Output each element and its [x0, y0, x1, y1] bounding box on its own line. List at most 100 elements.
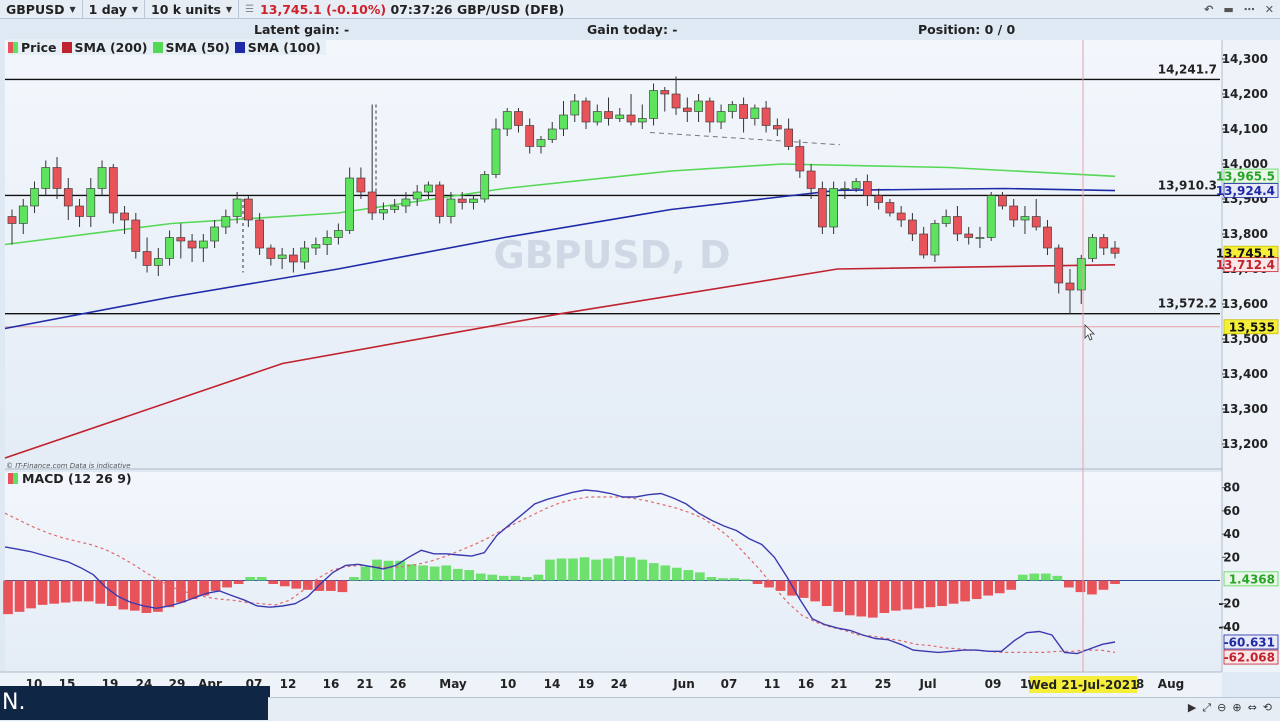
candle-body[interactable] — [52, 167, 62, 189]
candle-body[interactable] — [941, 216, 951, 224]
candle-body[interactable] — [559, 114, 568, 130]
sma200-line[interactable] — [4, 264, 1116, 459]
legend-item-sma100[interactable]: SMA (100) — [234, 40, 321, 55]
candle-body[interactable] — [851, 181, 861, 189]
candle-body[interactable] — [142, 251, 152, 266]
candle-body[interactable] — [649, 90, 658, 119]
candle-body[interactable] — [97, 167, 107, 189]
candle-body[interactable] — [356, 177, 366, 193]
candle-body[interactable] — [480, 174, 490, 200]
candle-body[interactable] — [41, 167, 51, 189]
candle-body[interactable] — [165, 237, 174, 259]
candle-body[interactable] — [1076, 258, 1086, 291]
candle-body[interactable] — [795, 146, 805, 172]
candle-body[interactable] — [626, 114, 636, 123]
candle-body[interactable] — [198, 240, 208, 249]
candle-body[interactable] — [300, 247, 309, 263]
candle-body[interactable] — [75, 205, 84, 217]
candle-body[interactable] — [379, 209, 388, 214]
candle-body[interactable] — [896, 212, 906, 221]
candle-body[interactable] — [86, 188, 96, 217]
candle-body[interactable] — [30, 188, 39, 207]
candle-body[interactable] — [120, 212, 129, 221]
candle-body[interactable] — [998, 195, 1007, 207]
zoom-in-icon[interactable]: ⊕ — [1232, 701, 1242, 714]
candle-body[interactable] — [255, 219, 264, 249]
candle-body[interactable] — [716, 111, 726, 123]
candle-body[interactable] — [1088, 237, 1097, 259]
candle-body[interactable] — [244, 198, 253, 221]
candle-body[interactable] — [446, 198, 456, 217]
candle-body[interactable] — [750, 107, 760, 119]
candle-body[interactable] — [390, 205, 400, 210]
reset-icon[interactable]: ⟲ — [1262, 701, 1272, 714]
candle-body[interactable] — [7, 216, 17, 224]
candle-body[interactable] — [671, 93, 681, 109]
candle-body[interactable] — [502, 111, 512, 130]
candle-body[interactable] — [604, 111, 613, 119]
minimize-icon[interactable]: ▬ — [1223, 2, 1234, 16]
sma50-line[interactable] — [4, 163, 1116, 246]
candle-body[interactable] — [1099, 237, 1109, 249]
candle-body[interactable] — [975, 237, 985, 239]
candle-body[interactable] — [210, 226, 219, 242]
candle-body[interactable] — [311, 244, 321, 249]
candle-body[interactable] — [953, 216, 962, 235]
candle-body[interactable] — [705, 100, 715, 123]
candle-body[interactable] — [266, 247, 276, 259]
candle-body[interactable] — [547, 128, 557, 140]
candle-body[interactable] — [412, 191, 422, 200]
candle-body[interactable] — [986, 195, 996, 238]
candle-body[interactable] — [637, 118, 647, 123]
candle-body[interactable] — [457, 198, 467, 203]
candle-body[interactable] — [153, 258, 163, 266]
close-icon[interactable]: ✕ — [1264, 2, 1274, 16]
candle-body[interactable] — [1020, 216, 1030, 221]
candle-body[interactable] — [187, 240, 197, 249]
candle-body[interactable] — [1065, 282, 1075, 291]
candle-body[interactable] — [322, 237, 332, 245]
zoom-fit-icon[interactable]: ⤢ — [1202, 701, 1212, 714]
timeframe-dropdown[interactable]: 1 day ▼ — [83, 0, 145, 18]
candle-body[interactable] — [401, 198, 411, 207]
candle-body[interactable] — [660, 90, 670, 95]
size-dropdown[interactable]: 10 k units ▼ — [145, 0, 240, 18]
candle-body[interactable] — [367, 191, 377, 214]
candle-body[interactable] — [772, 125, 782, 130]
candle-body[interactable] — [806, 170, 816, 189]
candle-body[interactable] — [63, 188, 73, 207]
options-icon[interactable]: ⋯ — [1243, 2, 1255, 16]
candle-body[interactable] — [514, 111, 523, 126]
candle-body[interactable] — [18, 205, 28, 224]
candle-body[interactable] — [232, 198, 242, 217]
candle-body[interactable] — [1110, 247, 1120, 254]
candle-body[interactable] — [818, 188, 827, 228]
candle-body[interactable] — [694, 100, 703, 112]
candle-body[interactable] — [221, 216, 231, 228]
candle-body[interactable] — [919, 233, 929, 256]
candle-body[interactable] — [1009, 205, 1019, 221]
candle-body[interactable] — [863, 181, 872, 196]
candle-body[interactable] — [829, 188, 838, 228]
candle-body[interactable] — [581, 100, 591, 123]
legend-item-price[interactable]: Price — [8, 40, 57, 55]
macd-legend[interactable]: MACD (12 26 9) — [8, 471, 132, 486]
pan-icon[interactable]: ⇔ — [1247, 701, 1257, 714]
candle-body[interactable] — [739, 104, 748, 119]
candle-body[interactable] — [469, 198, 478, 203]
candle-body[interactable] — [334, 230, 343, 238]
candle-body[interactable] — [289, 254, 298, 263]
trend-line[interactable] — [649, 132, 841, 146]
candle-body[interactable] — [727, 104, 737, 112]
candle-body[interactable] — [840, 188, 850, 190]
candle-body[interactable] — [964, 233, 974, 238]
play-icon[interactable]: ▶ — [1187, 701, 1197, 714]
candle-body[interactable] — [930, 223, 940, 256]
sma100-line[interactable] — [4, 187, 1116, 330]
candle-body[interactable] — [761, 107, 771, 126]
candle-body[interactable] — [435, 184, 445, 217]
candle-body[interactable] — [108, 167, 118, 214]
candle-body[interactable] — [1054, 247, 1064, 284]
candle-body[interactable] — [491, 128, 501, 175]
